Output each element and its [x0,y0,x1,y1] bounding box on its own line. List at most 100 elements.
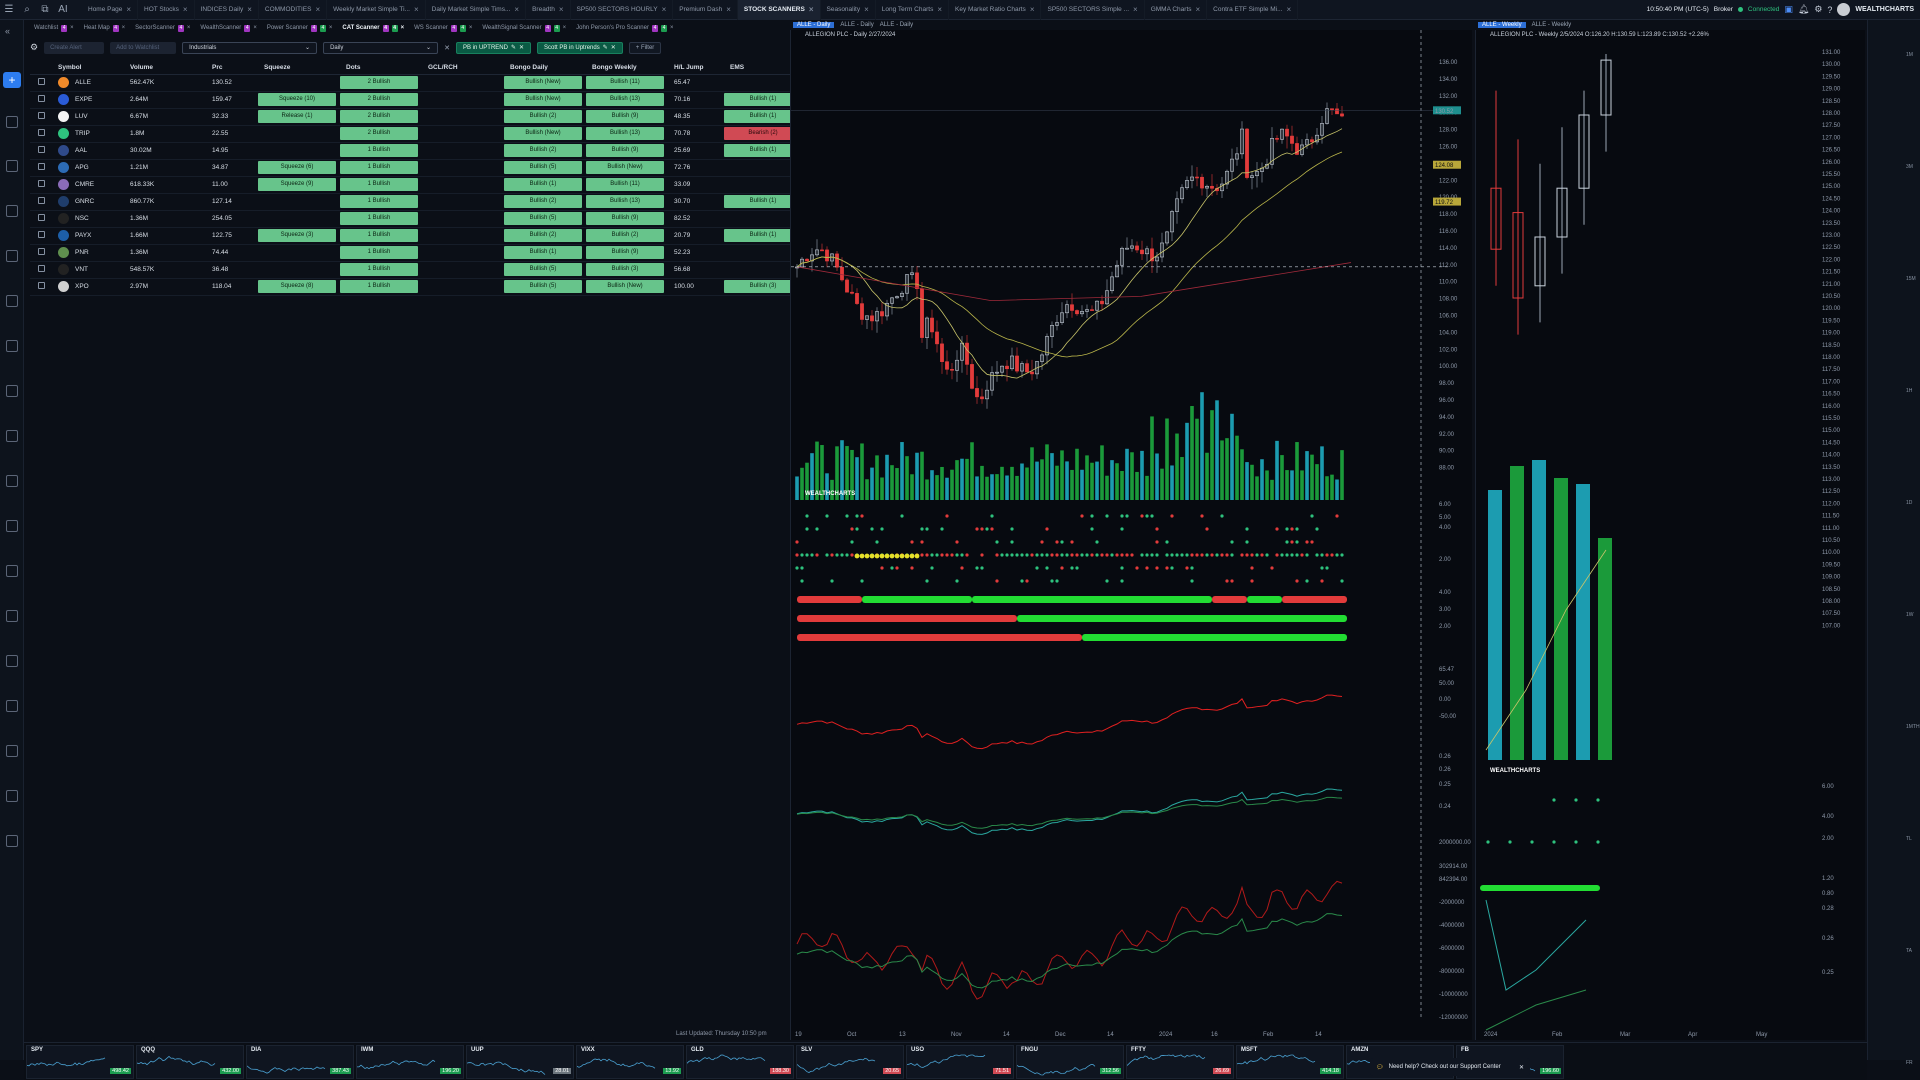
chart-tab[interactable]: ALLE - Daily [879,22,914,28]
table-row[interactable]: XPO 2.97M 118.04 Squeeze (8) 1 Bullish Bullis… [30,278,804,296]
scanner-tab[interactable]: CAT Scanner 4 4 × [338,22,408,34]
scanner-tab[interactable]: Heat Map 4 × [80,22,130,34]
column-header[interactable]: EMS [722,62,804,75]
symbol-cell[interactable]: PAYX [50,227,122,245]
symbol-cell[interactable]: XPO [50,278,122,296]
ticker-card[interactable]: MSFT 414.18 [1236,1045,1344,1079]
add-to-watchlist-button[interactable]: Add to Watchlist [110,41,177,54]
bell-icon[interactable]: 🔔︎ [1797,4,1810,14]
close-icon[interactable]: × [1286,5,1292,14]
ticker-card[interactable]: VIXX 13.92 [576,1045,684,1079]
column-header[interactable]: Prc [204,62,256,75]
scanner-tab[interactable]: SectorScanner 4 × [131,22,194,34]
chart-tab[interactable]: ALLE - Daily [793,22,835,28]
symbol-cell[interactable]: CMRE [50,176,122,194]
symbol-cell[interactable]: PNR [50,244,122,262]
scanner-tab[interactable]: Watchlist 4 × [30,22,78,34]
close-icon[interactable]: × [247,5,252,14]
close-icon[interactable]: ✕ [610,45,616,51]
timeframe-button[interactable]: 3M [1906,164,1913,170]
table-row[interactable]: GNRC 860.77K 127.14 1 Bullish Bullish (2) Bul… [30,193,804,211]
weekly-chart[interactable]: ALLE - Weekly ALLE - Weekly ALLEGION PLC … [1475,22,1866,1040]
column-header[interactable]: Dots [338,62,420,75]
close-icon[interactable]: × [182,5,188,14]
close-icon[interactable]: ✕ [444,44,450,52]
column-header[interactable]: Squeeze [256,62,338,75]
row-checkbox[interactable] [38,129,45,136]
ticker-card[interactable]: QQQ 432.00 [136,1045,244,1079]
column-header[interactable]: Bongo Weekly [584,62,666,75]
close-icon[interactable]: × [1029,5,1035,14]
row-checkbox[interactable] [38,78,45,85]
close-icon[interactable]: × [808,5,814,14]
trend-icon[interactable] [6,250,18,262]
scanner-tab[interactable]: Power Scanner 4 4 × [263,22,337,34]
save-icon[interactable]: ▣ [1784,4,1793,14]
price-chart-canvas[interactable]: 136.00 134.00 132.00 13 0.00 128.00 126.00 124.… [791,30,1473,1040]
symbol-cell[interactable]: LUV [50,108,122,126]
search-icon[interactable]: ⌕ [24,4,30,15]
close-icon[interactable]: × [126,5,131,14]
ticker-card[interactable]: UUP 28.01 [466,1045,574,1079]
scanner-tab[interactable]: WealthSignal Scanner 4 4 × [478,22,570,34]
row-checkbox[interactable] [38,265,45,272]
close-icon[interactable]: × [70,25,74,31]
close-icon[interactable]: × [468,25,473,31]
column-header[interactable]: GCL/RCH [420,62,502,75]
column-header[interactable]: Volume [122,62,204,75]
lock-icon[interactable] [6,790,18,802]
row-checkbox[interactable] [38,231,45,238]
chart-tab[interactable]: ALLE - Weekly [1478,22,1526,28]
support-toast[interactable]: 💬︎ Need help? Check out our Support Cent… [1370,1058,1530,1076]
table-row[interactable]: APG 1.21M 34.87 Squeeze (6) 1 Bullish Bullish… [30,159,804,177]
ticker-card[interactable]: IWM 196.20 [356,1045,464,1079]
weekly-chart-canvas[interactable]: 131.00 130.00 129.50 129.00 128.50 128.00 127.… [1476,30,1866,1040]
settings-icon[interactable] [6,835,18,847]
row-checkbox[interactable] [38,146,45,153]
timeframe-button[interactable]: 15M [1906,276,1916,282]
line-tool-icon[interactable] [6,295,18,307]
table-row[interactable]: AAL 30.02M 14.95 1 Bullish Bullish (2) Bullis… [30,142,804,160]
timeframe-button[interactable]: TL [1906,836,1912,842]
ticker-card[interactable]: GLD 188.30 [686,1045,794,1079]
indicator-icon[interactable] [6,700,18,712]
symbol-cell[interactable]: TRIP [50,125,122,143]
close-icon[interactable]: × [864,5,869,14]
scanner-tab[interactable]: WealthScanner 4 × [196,22,260,34]
table-row[interactable]: CMRE 618.33K 11.00 Squeeze (9) 1 Bullish Bull… [30,176,804,194]
edit-icon[interactable]: ✎ [602,45,608,51]
row-checkbox[interactable] [38,112,45,119]
workspace-tab[interactable]: Weekly Market Simple Ti... × [327,0,426,20]
column-header[interactable]: H/L Jump [666,62,722,75]
workspace-tab[interactable]: SP500 SECTORS Simple ... × [1041,0,1145,20]
workspace-tab[interactable]: GMMA Charts × [1145,0,1208,20]
table-row[interactable]: LUV 6.67M 32.33 Release (1) 2 Bullish Bullish… [30,108,804,126]
ticker-card[interactable]: DIA 387.43 [246,1045,354,1079]
close-icon[interactable]: × [1133,5,1138,14]
close-icon[interactable]: × [726,5,731,14]
row-checkbox[interactable] [38,214,45,221]
column-header[interactable]: Bongo Daily [502,62,584,75]
crosshair-icon[interactable] [6,116,18,128]
workspace-tab[interactable]: Home Page × [82,0,138,20]
chart-tab[interactable]: ALLE - Weekly [1531,22,1572,28]
table-row[interactable]: EXPE 2.64M 159.47 Squeeze (10) 2 Bullish Bull… [30,91,804,109]
ticker-card[interactable]: SLV 20.65 [796,1045,904,1079]
close-icon[interactable]: × [328,25,333,31]
workspace-tab[interactable]: Premium Dash × [673,0,738,20]
symbol-cell[interactable]: GNRC [50,193,122,211]
create-alert-button[interactable]: Create Alert [44,41,105,54]
table-row[interactable]: PNR 1.36M 74.44 1 Bullish Bullish (1) Bullish… [30,244,804,262]
symbol-cell[interactable]: VNT [50,261,122,279]
row-checkbox[interactable] [38,282,45,289]
timeframe-button[interactable]: 1H [1906,388,1913,394]
symbol-cell[interactable]: APG [50,159,122,177]
chart-type-icon[interactable] [6,655,18,667]
calendar-icon[interactable] [6,205,18,217]
eraser-icon[interactable] [6,565,18,577]
close-icon[interactable]: ✕ [1518,1064,1524,1071]
timeframe-select[interactable]: Daily ⌄ [323,41,439,54]
close-icon[interactable]: × [186,25,191,31]
filter-chip-scott-pb[interactable]: Scott PB in Uptrends ✎ ✕ [537,41,623,54]
workspace-tab[interactable]: Contra ETF Simple Mi... × [1207,0,1299,20]
